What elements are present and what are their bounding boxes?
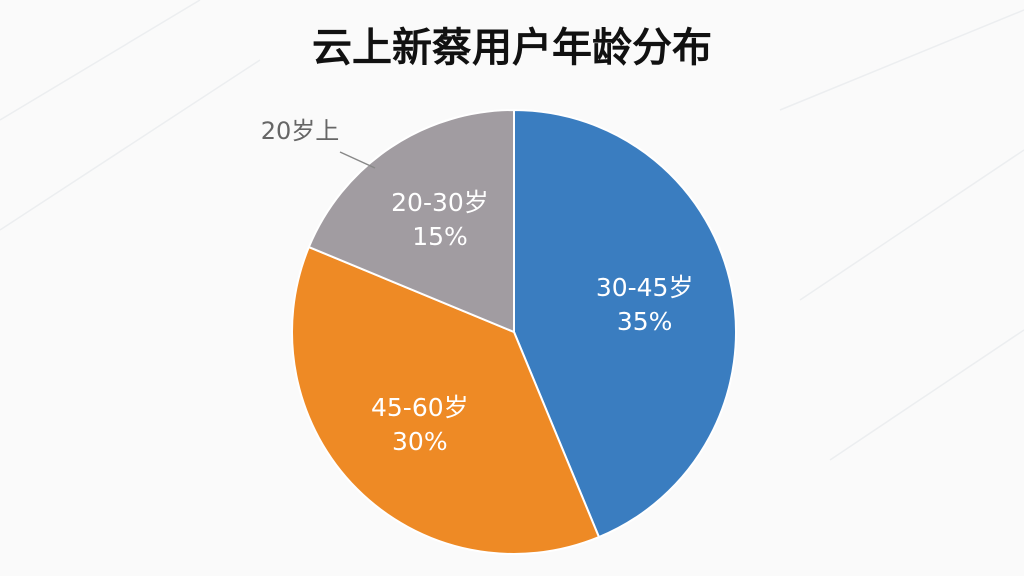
- slice-value-label: 15%: [412, 222, 468, 251]
- pie-slice: [291, 245, 601, 555]
- pie: 30-45岁 35% 45-60岁 30% 20-30岁 15%: [291, 108, 737, 555]
- pie-slice: [513, 108, 737, 539]
- pie-slice: [307, 108, 515, 334]
- slice-value-label: 30%: [392, 427, 448, 456]
- slice-category: 45-60岁: [371, 393, 469, 422]
- annotation-leader: [339, 151, 376, 169]
- chart-title: 云上新蔡用户年龄分布: [312, 25, 712, 71]
- background-decoration: [0, 0, 1024, 461]
- slice-category: 20-30岁: [391, 188, 489, 217]
- slice-value-label: 35%: [617, 307, 673, 336]
- annotation: 20岁上: [261, 117, 340, 145]
- slice-category: 30-45岁: [596, 273, 694, 302]
